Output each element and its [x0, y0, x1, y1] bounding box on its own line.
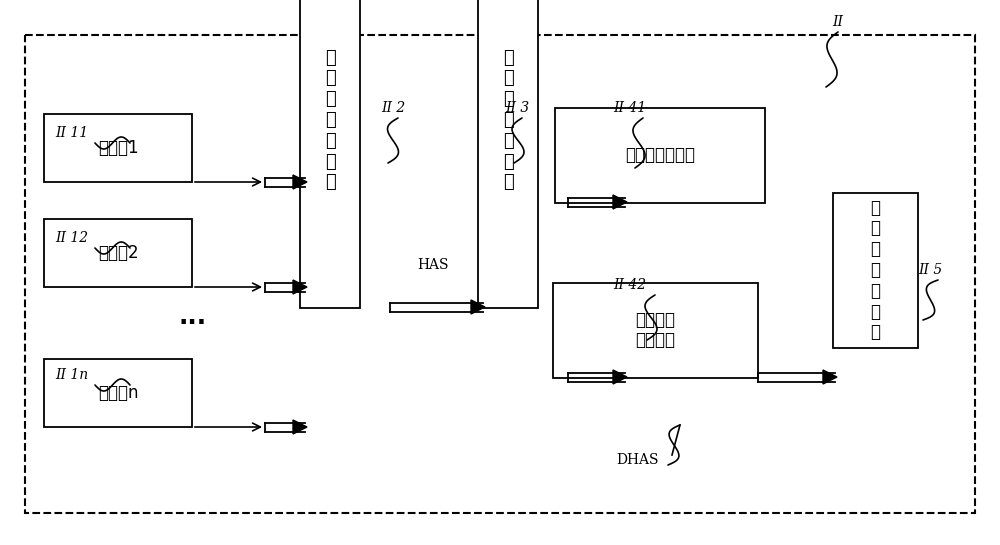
Text: 拾音器1: 拾音器1	[98, 139, 138, 157]
Text: II: II	[832, 15, 844, 29]
Bar	[44, 219, 192, 287]
Text: 模
拟
音
频
混
合
器: 模 拟 音 频 混 合 器	[325, 49, 335, 191]
Text: 模拟音频监听器: 模拟音频监听器	[625, 146, 695, 164]
Text: ···: ···	[179, 311, 207, 335]
Text: II 5: II 5	[918, 263, 942, 277]
Bar	[300, 0, 360, 307]
Bar	[555, 107, 765, 203]
Text: II 11: II 11	[55, 126, 89, 140]
Polygon shape	[293, 280, 307, 294]
Bar	[44, 114, 192, 182]
Text: II 41: II 41	[613, 101, 647, 115]
Text: II 3: II 3	[505, 101, 529, 115]
Bar	[832, 192, 918, 348]
Bar	[478, 0, 538, 307]
Text: HAS: HAS	[417, 258, 449, 272]
Polygon shape	[823, 370, 837, 384]
Text: 拾音器2: 拾音器2	[98, 244, 138, 262]
Polygon shape	[613, 370, 627, 384]
Text: 模
拟
音
频
分
配
器: 模 拟 音 频 分 配 器	[503, 49, 513, 191]
Text: II 2: II 2	[381, 101, 405, 115]
Text: 数
字
音
频
发
送
器: 数 字 音 频 发 送 器	[870, 198, 880, 341]
Bar	[552, 282, 758, 378]
Polygon shape	[293, 420, 307, 434]
Text: II 12: II 12	[55, 231, 89, 245]
Text: II 42: II 42	[613, 278, 647, 292]
Text: II 1n: II 1n	[55, 368, 89, 382]
Bar	[25, 35, 975, 513]
Text: DHAS: DHAS	[617, 453, 659, 467]
Text: 音频数字
化采集器: 音频数字 化采集器	[635, 311, 675, 349]
Bar	[44, 359, 192, 427]
Polygon shape	[471, 300, 485, 314]
Polygon shape	[613, 195, 627, 209]
Text: 拾音器n: 拾音器n	[98, 384, 138, 402]
Polygon shape	[293, 175, 307, 189]
